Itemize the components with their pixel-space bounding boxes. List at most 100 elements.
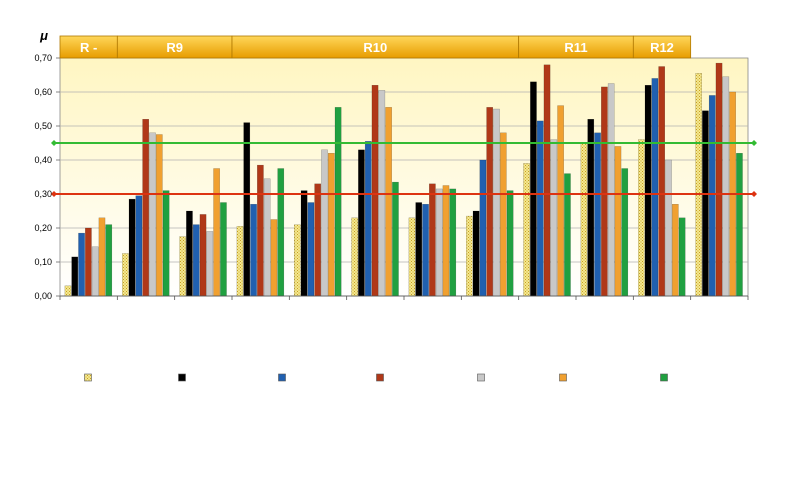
bar	[243, 122, 251, 297]
bar	[135, 195, 143, 297]
header-cell	[632, 35, 692, 59]
bar	[614, 146, 622, 297]
bar	[580, 142, 588, 297]
bar	[155, 134, 163, 297]
y-tick-label: 0,60	[34, 87, 52, 97]
bar	[91, 246, 99, 297]
bar	[564, 173, 571, 297]
bar	[250, 203, 257, 297]
bar	[85, 227, 92, 297]
bar	[236, 226, 244, 297]
bar	[422, 203, 429, 297]
bar	[466, 215, 473, 297]
y-tick-label: 0,00	[34, 291, 52, 301]
bar	[702, 110, 709, 297]
reference-line-marker	[751, 191, 757, 197]
plot-area	[59, 57, 749, 297]
bar	[371, 84, 379, 297]
bar	[206, 231, 214, 297]
legend-marker	[376, 373, 384, 382]
bar	[708, 95, 716, 297]
bar	[621, 168, 629, 297]
bar	[449, 188, 457, 297]
header-label: R10	[363, 40, 387, 55]
bar	[644, 84, 652, 297]
bar	[472, 210, 480, 297]
bar	[435, 188, 443, 297]
legend-marker	[660, 373, 668, 382]
header-label: R12	[650, 40, 674, 55]
bar	[300, 190, 308, 297]
bar	[736, 152, 743, 297]
y-tick-label: 0,20	[34, 223, 52, 233]
header-label: R -	[80, 40, 97, 55]
bar	[314, 183, 322, 297]
bar	[71, 256, 79, 297]
bar	[678, 217, 686, 297]
y-tick-label: 0,50	[34, 121, 52, 131]
bar	[334, 107, 342, 297]
bar	[128, 198, 136, 297]
legend-marker	[477, 373, 485, 382]
bar	[638, 139, 645, 297]
bar	[257, 164, 264, 297]
reference-line-marker	[51, 191, 57, 197]
bar	[270, 219, 278, 297]
bar	[429, 183, 436, 297]
bar	[695, 73, 702, 297]
bar	[408, 217, 416, 297]
legend-marker	[278, 373, 286, 382]
bar	[486, 107, 494, 297]
bar	[607, 83, 615, 297]
bar	[364, 141, 372, 297]
bar	[321, 149, 328, 297]
bar	[358, 149, 365, 297]
bar	[715, 62, 723, 297]
bar	[294, 224, 301, 297]
bar	[672, 203, 679, 297]
bar	[479, 159, 487, 297]
bar	[64, 285, 72, 297]
bar	[328, 152, 335, 297]
reference-line-marker	[51, 140, 57, 146]
bar	[162, 190, 170, 297]
bar	[78, 232, 85, 297]
bar	[105, 224, 113, 297]
y-tick-label: 0,30	[34, 189, 52, 199]
header-label: R9	[166, 40, 183, 55]
bar	[601, 86, 608, 297]
bar	[98, 217, 106, 297]
bar	[543, 64, 551, 297]
bar	[500, 132, 507, 297]
y-tick-label: 0,70	[34, 53, 52, 63]
bar	[523, 163, 530, 297]
bar	[263, 178, 271, 297]
bar	[415, 202, 423, 297]
bar	[142, 118, 150, 297]
bar	[651, 78, 659, 297]
y-axis-label: μ	[39, 28, 48, 43]
bar	[179, 236, 186, 297]
header-label: R11	[564, 40, 587, 55]
legend-marker	[178, 373, 186, 382]
bar	[351, 217, 358, 297]
bar	[307, 202, 315, 297]
bar	[550, 139, 558, 297]
bar	[506, 190, 514, 297]
bar	[392, 181, 399, 297]
bar	[557, 105, 564, 297]
legend-marker	[559, 373, 567, 382]
bar	[722, 76, 730, 297]
bar	[149, 132, 156, 297]
bar	[220, 202, 227, 297]
bar	[665, 159, 672, 297]
bar	[121, 253, 129, 297]
y-tick-label: 0,10	[34, 257, 52, 267]
bar	[658, 66, 665, 297]
bar	[594, 132, 601, 297]
bar	[385, 107, 392, 297]
bar	[536, 120, 544, 297]
bar	[192, 224, 200, 297]
bar	[442, 185, 450, 297]
y-tick-label: 0,40	[34, 155, 52, 165]
